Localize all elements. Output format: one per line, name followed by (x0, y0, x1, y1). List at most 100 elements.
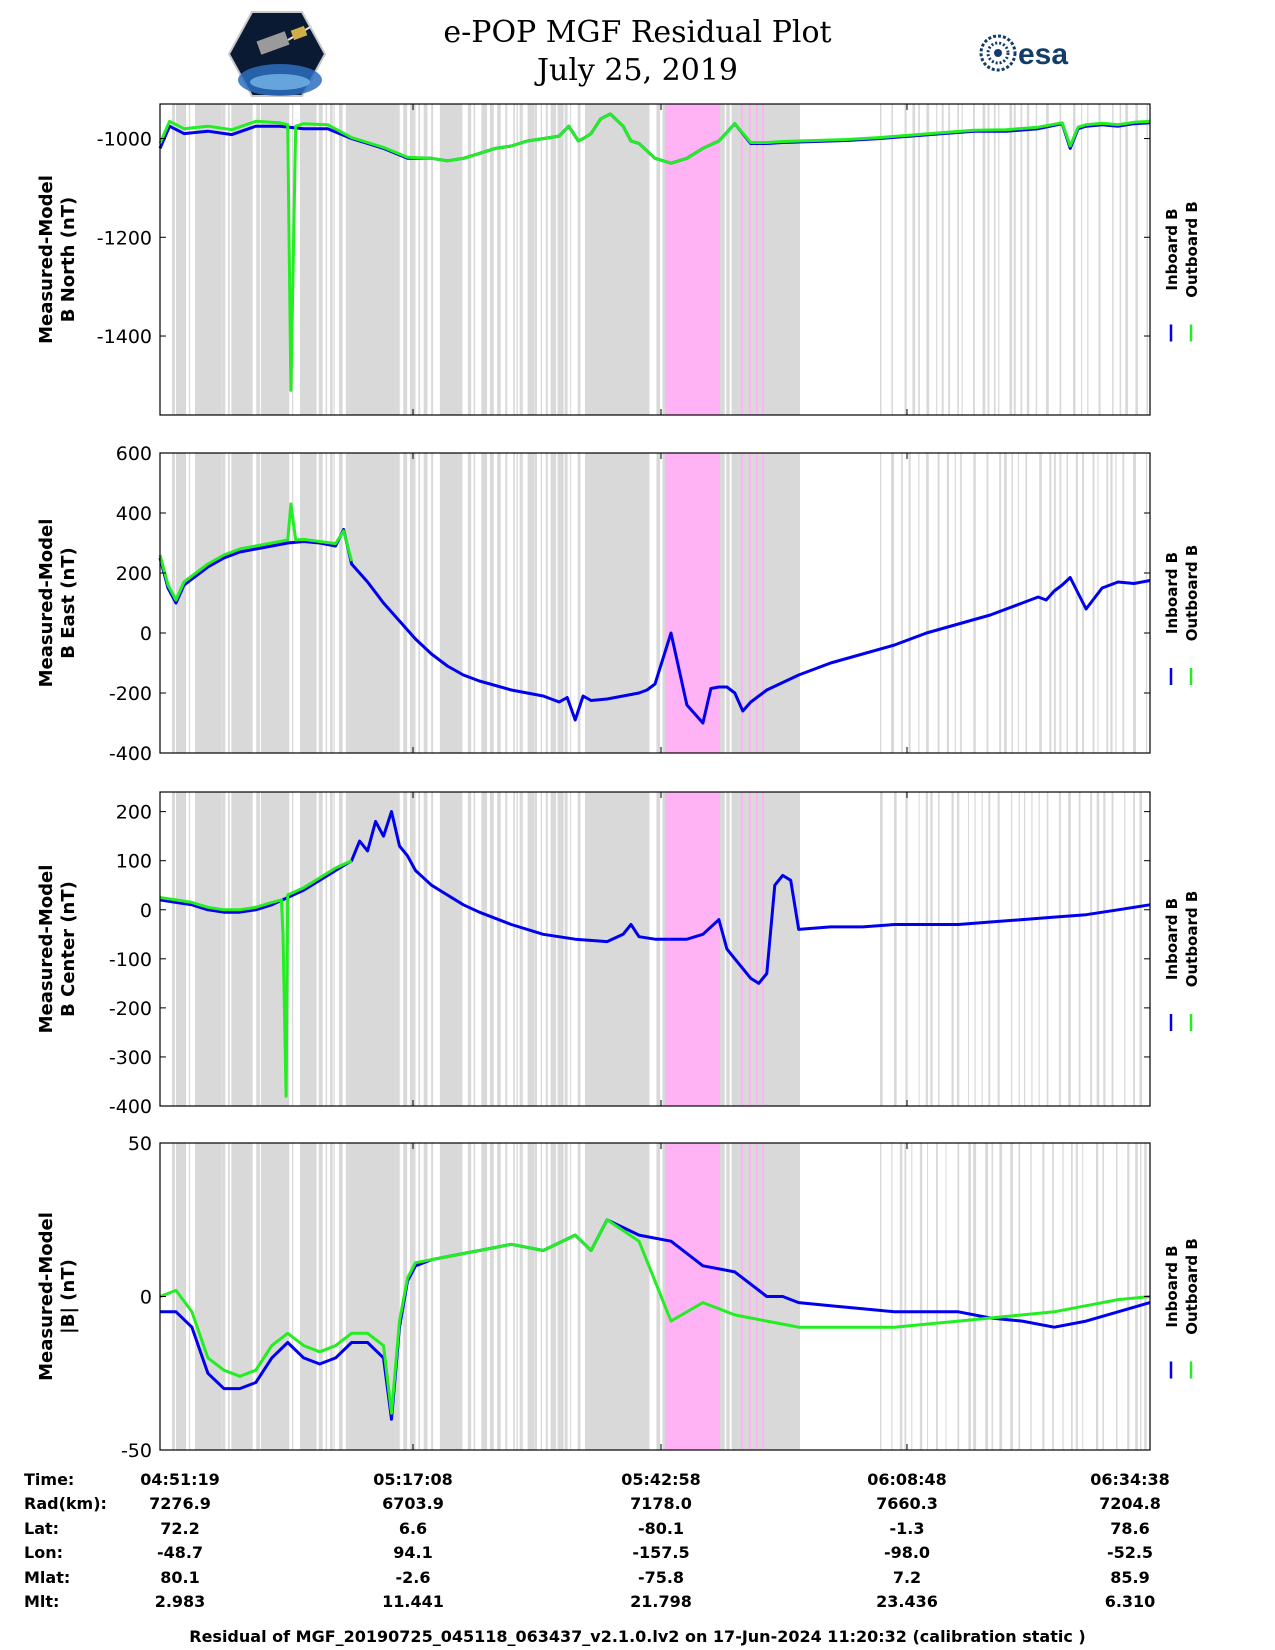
gap-shade (628, 792, 632, 1106)
gap-shade (1145, 453, 1148, 753)
gap-shade (752, 1143, 754, 1450)
gap-shade (403, 104, 408, 415)
gap-shade (622, 453, 624, 753)
gap-shade (256, 104, 260, 415)
gap-shade (527, 792, 533, 1106)
gap-shade (1146, 104, 1149, 415)
gap-shade (622, 104, 624, 415)
series-outboard-line (158, 112, 1151, 392)
y-tick-label: -1000 (97, 129, 152, 151)
gap-shade (957, 104, 959, 415)
gap-shade (489, 104, 494, 415)
series-inboard-line (158, 528, 1151, 725)
gap-shade (485, 104, 488, 415)
gap-shade (891, 104, 894, 415)
legend-label: Outboard B (1183, 891, 1201, 988)
highlight-stripe (749, 453, 751, 753)
gap-shade (182, 792, 186, 1106)
gap-shade (957, 1143, 960, 1450)
gap-shade (1066, 453, 1069, 753)
gap-shade (325, 104, 328, 415)
gap-shade (318, 104, 323, 415)
gap-shade (210, 792, 214, 1106)
gap-shade (540, 453, 543, 753)
series-outboard-line (159, 1218, 1151, 1415)
ephemeris-cell: -98.0 (883, 1543, 931, 1563)
gap-shade (905, 792, 908, 1106)
gap-shade (338, 453, 343, 753)
legend-label: Outboard B (1183, 1238, 1201, 1335)
gap-shade (726, 453, 730, 753)
gap-shade (918, 104, 920, 415)
y-axis-label: Measured-Model (36, 519, 57, 688)
gap-shade (662, 792, 668, 1106)
gap-shade (403, 792, 408, 1106)
gap-shade (1068, 792, 1071, 1106)
gap-shade (554, 104, 557, 415)
gap-shade (370, 1143, 373, 1450)
gap-shade (231, 1143, 237, 1450)
gap-shade (178, 453, 180, 753)
gap-shade (527, 104, 533, 415)
gap-shade (987, 104, 990, 415)
gap-shade (450, 104, 453, 415)
gap-shade (467, 453, 472, 753)
gap-shade (662, 1143, 668, 1450)
gap-shade (789, 792, 791, 1106)
gap-shade (617, 792, 620, 1106)
gap-shade (450, 792, 453, 1106)
highlight-stripe (741, 453, 743, 753)
gap-shade (274, 453, 278, 753)
gap-shade (739, 792, 743, 1106)
gap-shade (780, 104, 783, 415)
ephemeris-cell: 7276.9 (149, 1494, 211, 1514)
gap-shade (450, 453, 453, 753)
gap-shade (744, 453, 750, 753)
gap-shade (1133, 453, 1137, 753)
gap-shade (459, 792, 463, 1106)
gap-shade (891, 1143, 893, 1450)
gap-shade (719, 792, 725, 1106)
ephemeris-cell: -1.3 (889, 1518, 925, 1538)
plot-date: July 25, 2019 (536, 53, 739, 88)
ephemeris-cell: -157.5 (632, 1543, 690, 1563)
gap-shade (770, 792, 775, 1106)
gap-shade (1082, 1143, 1084, 1450)
gap-shade (395, 453, 400, 753)
y-axis-label: B Center (nT) (58, 881, 79, 1017)
gap-shade (291, 792, 294, 1106)
gap-shade (356, 104, 360, 415)
highlight-band (665, 792, 720, 1106)
gap-shade (783, 104, 789, 415)
gap-shade (605, 1143, 608, 1450)
gap-shade (901, 453, 903, 753)
gap-shade (497, 792, 501, 1106)
gap-shade (210, 104, 214, 415)
gap-shade (545, 104, 548, 415)
y-tick-label: 0 (140, 623, 152, 645)
gap-shade (467, 104, 472, 415)
gap-shade (197, 453, 201, 753)
gap-shade (1075, 453, 1078, 753)
gap-shade (731, 104, 736, 415)
y-tick-label: -100 (109, 949, 152, 971)
gap-shade (1059, 453, 1062, 753)
gap-shade (188, 104, 191, 415)
gap-shade (634, 792, 638, 1106)
gap-shade (1046, 792, 1049, 1106)
gap-shade (318, 1143, 323, 1450)
gap-shade (968, 1143, 971, 1450)
gap-shade (744, 1143, 750, 1450)
gap-shade (570, 1143, 572, 1450)
gap-shade (413, 1143, 416, 1450)
ephemeris-cell: 7204.8 (1099, 1494, 1161, 1514)
gap-shade (459, 453, 463, 753)
gap-shade (1035, 104, 1038, 415)
plot-frame (159, 791, 1151, 1107)
highlight-stripe (741, 104, 743, 415)
ephemeris-cell: 2.983 (154, 1592, 206, 1611)
gap-shade (998, 104, 1000, 415)
ephemeris-cell: 6.6 (398, 1518, 428, 1538)
legend-label: Outboard B (1183, 201, 1201, 298)
highlight-stripe (741, 792, 743, 1106)
